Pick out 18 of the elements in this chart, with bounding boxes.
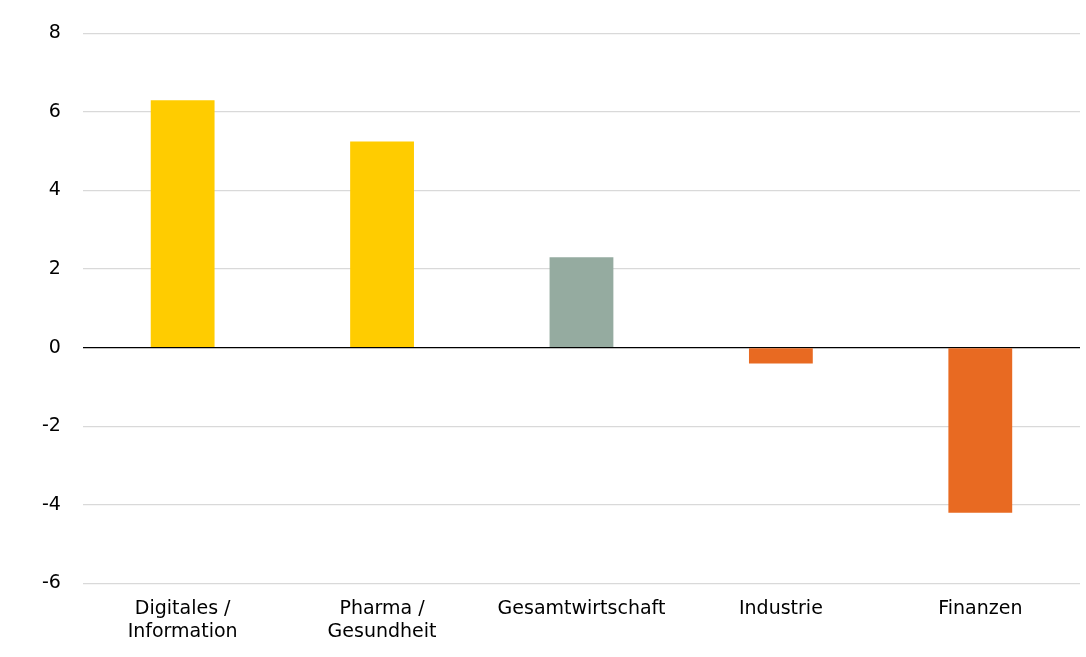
y-tick-label: 2 [48,256,61,279]
x-tick-label: Gesamtwirtschaft [497,595,666,618]
y-tick-label: -2 [41,413,61,436]
y-tick-label: 4 [48,177,61,200]
y-tick-label: -6 [41,570,61,593]
y-tick-label: -4 [41,491,61,514]
bar [748,348,813,364]
y-tick-label: 0 [48,334,61,357]
x-tick-label: Industrie [738,595,823,618]
bar [948,348,1013,513]
y-tick-label: 6 [48,98,61,121]
x-tick-label: Digitales / Information [127,595,238,641]
x-tick-label: Finanzen [938,595,1023,618]
bar [150,100,215,348]
x-tick-label: Pharma / Gesundheit [327,595,437,641]
y-tick-label: 8 [48,20,61,43]
bar [549,257,614,348]
bar [350,141,414,348]
